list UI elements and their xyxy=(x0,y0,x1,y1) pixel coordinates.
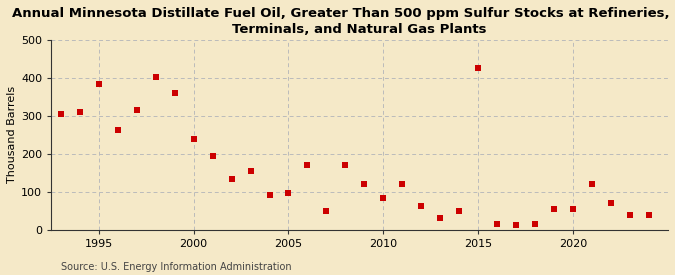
Point xyxy=(644,212,655,217)
Point xyxy=(340,163,351,167)
Point xyxy=(321,209,332,213)
Title: Annual Minnesota Distillate Fuel Oil, Greater Than 500 ppm Sulfur Stocks at Refi: Annual Minnesota Distillate Fuel Oil, Gr… xyxy=(12,7,675,36)
Point xyxy=(131,108,142,112)
Point xyxy=(302,163,313,167)
Point xyxy=(207,154,218,159)
Point xyxy=(473,66,484,71)
Point xyxy=(359,182,370,186)
Point xyxy=(245,169,256,173)
Point xyxy=(188,137,199,142)
Point xyxy=(397,182,408,186)
Point xyxy=(151,75,161,79)
Point xyxy=(283,191,294,195)
Point xyxy=(93,81,104,86)
Point xyxy=(55,112,66,116)
Text: Source: U.S. Energy Information Administration: Source: U.S. Energy Information Administ… xyxy=(61,262,292,272)
Point xyxy=(112,128,123,132)
Point xyxy=(587,182,597,186)
Point xyxy=(416,204,427,208)
Point xyxy=(511,223,522,227)
Point xyxy=(454,209,464,213)
Point xyxy=(530,222,541,226)
Point xyxy=(226,176,237,181)
Point xyxy=(624,212,635,217)
Y-axis label: Thousand Barrels: Thousand Barrels xyxy=(7,86,17,183)
Point xyxy=(378,196,389,200)
Point xyxy=(605,201,616,205)
Point xyxy=(264,193,275,197)
Point xyxy=(492,222,503,226)
Point xyxy=(568,207,578,211)
Point xyxy=(435,216,446,221)
Point xyxy=(74,110,85,114)
Point xyxy=(169,91,180,95)
Point xyxy=(549,207,560,211)
